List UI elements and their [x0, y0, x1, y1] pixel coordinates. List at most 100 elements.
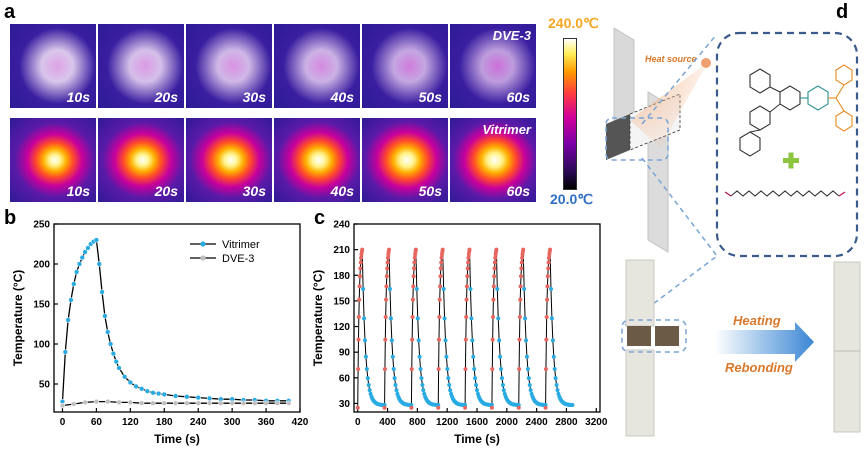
y-tick-label: 150: [333, 296, 350, 307]
cooling-point: [419, 376, 424, 381]
cooling-point: [387, 286, 392, 291]
heating-point: [385, 266, 390, 271]
x-tick-label: 420: [292, 417, 309, 428]
cooling-point: [418, 366, 423, 371]
specimen-healed: [833, 261, 861, 433]
x-tick-label: 2000: [496, 417, 519, 428]
heating-point: [545, 297, 550, 302]
heating-point: [409, 405, 414, 410]
data-point: [155, 390, 162, 397]
y-axis-label: Temperature (°C): [11, 270, 25, 367]
cooling-point: [501, 388, 506, 393]
cooling-point: [361, 286, 366, 291]
cooling-point: [362, 316, 367, 321]
cooling-point: [392, 376, 397, 381]
data-point: [263, 400, 269, 406]
x-tick-label: 2400: [526, 417, 549, 428]
cooling-point: [555, 388, 560, 393]
cooling-point: [441, 286, 446, 291]
cooling-point: [497, 338, 502, 343]
heating-point: [356, 314, 361, 319]
data-point: [71, 281, 77, 287]
heating-point: [356, 367, 361, 372]
x-tick-label: 400: [379, 417, 396, 428]
cooling-point: [474, 382, 479, 387]
heating-point: [545, 274, 550, 279]
cooling-point: [366, 382, 371, 387]
cooling-point: [528, 388, 533, 393]
thermal-image: 30s: [186, 24, 272, 108]
chemistry-box: [715, 31, 859, 258]
cooling-point: [394, 388, 399, 393]
thermal-time-label: 20s: [154, 89, 178, 105]
y-tick-label: 100: [33, 340, 50, 351]
panel-label-c: c: [314, 207, 326, 229]
heat-beam: [630, 62, 708, 148]
heating-point: [439, 255, 444, 260]
thermal-time-label: 60s: [506, 183, 530, 199]
heating-point: [436, 405, 441, 410]
heating-point: [437, 314, 442, 319]
heating-point: [494, 247, 499, 252]
heating-point: [357, 284, 362, 289]
cooling-point: [475, 388, 479, 393]
y-tick-label: 150: [33, 300, 50, 311]
heating-point: [410, 297, 415, 302]
cooling-point: [524, 338, 529, 343]
legend-label: DVE-3: [222, 253, 254, 265]
data-point: [139, 386, 145, 392]
heating-point: [411, 284, 416, 289]
heating-point: [464, 297, 469, 302]
colorbar-min-label: 20.0℃: [550, 191, 593, 207]
zoom-line-bottom: [641, 157, 718, 257]
x-tick-label: 240: [190, 417, 207, 428]
y-tick-label: 240: [333, 220, 350, 231]
data-point: [116, 365, 122, 371]
x-tick-label: 0: [60, 417, 66, 428]
heating-point: [358, 266, 363, 271]
data-point: [105, 398, 111, 405]
heating-point: [492, 260, 497, 265]
thermal-image: 60s DVE-3: [450, 24, 536, 108]
panel-label-d: d: [836, 1, 849, 23]
heating-point: [438, 284, 443, 289]
heating-point: [493, 255, 498, 260]
colorbar-max-label: 240.0℃: [548, 15, 599, 31]
data-point: [82, 399, 88, 406]
data-point: [218, 400, 224, 406]
heating-point: [544, 337, 549, 342]
heating-point: [463, 367, 468, 372]
data-point: [150, 390, 156, 396]
cooling-point: [548, 286, 553, 291]
heating-point: [464, 284, 469, 289]
heating-point: [466, 260, 471, 265]
panel-label-b: b: [4, 207, 17, 229]
x-tick-label: 800: [409, 417, 426, 428]
zoom-box-small: [605, 117, 669, 161]
heating-point: [518, 284, 523, 289]
heating-point: [436, 337, 441, 342]
heating-point: [465, 266, 470, 271]
heating-point: [519, 260, 524, 265]
heating-point: [463, 337, 468, 342]
cooling-point: [365, 376, 370, 381]
data-point: [127, 399, 133, 406]
x-axis-label: Time (s): [454, 432, 500, 446]
heating-point: [548, 247, 553, 252]
data-point: [107, 341, 114, 347]
heating-point: [358, 260, 363, 265]
heating-point: [437, 297, 442, 302]
cooling-point: [495, 286, 500, 291]
thermal-image: 50s: [362, 24, 448, 108]
cooling-point: [445, 366, 450, 371]
data-point: [96, 261, 102, 267]
data-point: [286, 400, 292, 406]
x-tick-label: 3200: [585, 417, 608, 428]
heating-point: [519, 266, 524, 271]
data-point: [99, 289, 105, 295]
thermal-time-label: 40s: [330, 89, 354, 105]
heating-point: [382, 405, 387, 410]
y-tick-label: 210: [333, 245, 350, 256]
heating-point: [387, 247, 392, 252]
data-point: [161, 391, 167, 398]
